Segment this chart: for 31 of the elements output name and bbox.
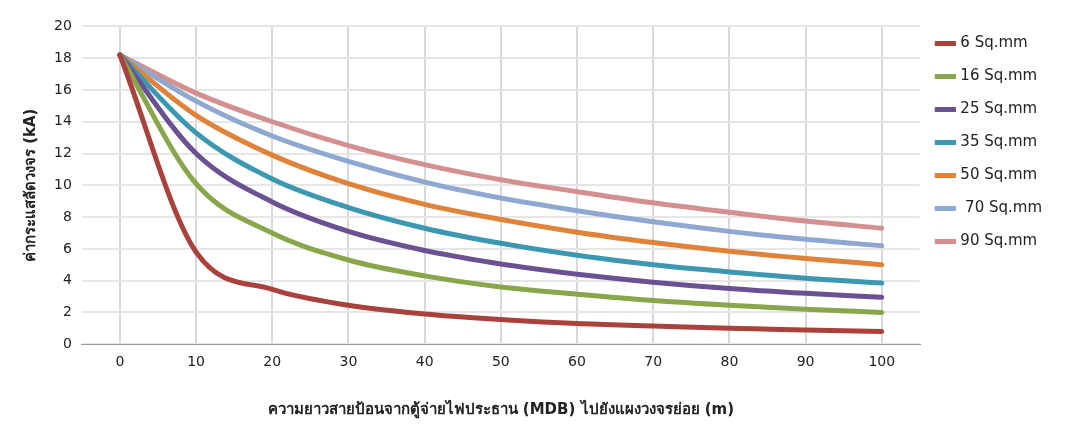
x-tick-label: 60 xyxy=(568,353,586,370)
y-tick-label: 4 xyxy=(62,271,72,288)
x-tick-label: 20 xyxy=(263,353,282,370)
legend-label: 50 Sq.mm xyxy=(960,165,1038,184)
x-tick-label: 10 xyxy=(187,353,206,370)
x-tick-label: 80 xyxy=(720,353,739,370)
y-tick-label: 8 xyxy=(62,207,72,224)
legend-label: 35 Sq.mm xyxy=(960,132,1038,151)
legend-label: 25 Sq.mm xyxy=(960,99,1038,118)
legend-label: 90 Sq.mm xyxy=(960,231,1038,250)
y-tick-label: 12 xyxy=(53,144,72,161)
legend-label: 70 Sq.mm xyxy=(960,198,1043,217)
x-tick-label: 90 xyxy=(796,353,815,370)
y-tick-label: 18 xyxy=(53,48,72,65)
legend-label: 16 Sq.mm xyxy=(960,66,1038,85)
y-axis-title: ค่ากระแสลัดวงจร (kA) xyxy=(20,108,39,263)
y-tick-label: 14 xyxy=(53,112,72,129)
x-tick-label: 0 xyxy=(115,353,125,370)
x-axis-title: ความยาวสายป้อนจากตู้จ่ายไฟประธาน (MDB) ไปยังแผงวงจรย่อย (m) xyxy=(267,398,735,419)
y-tick-label: 0 xyxy=(62,334,72,351)
y-tick-label: 2 xyxy=(62,303,72,320)
y-tick-label: 16 xyxy=(53,80,72,97)
y-tick-label: 6 xyxy=(62,239,72,256)
x-tick-label: 40 xyxy=(415,353,434,370)
x-tick-label: 30 xyxy=(339,353,358,370)
y-tick-label: 10 xyxy=(53,175,72,192)
x-tick-label: 50 xyxy=(491,353,510,370)
x-tick-label: 70 xyxy=(644,353,663,370)
y-tick-label: 20 xyxy=(53,17,72,34)
x-tick-label: 100 xyxy=(868,353,896,370)
legend-label: 6 Sq.mm xyxy=(960,33,1028,52)
